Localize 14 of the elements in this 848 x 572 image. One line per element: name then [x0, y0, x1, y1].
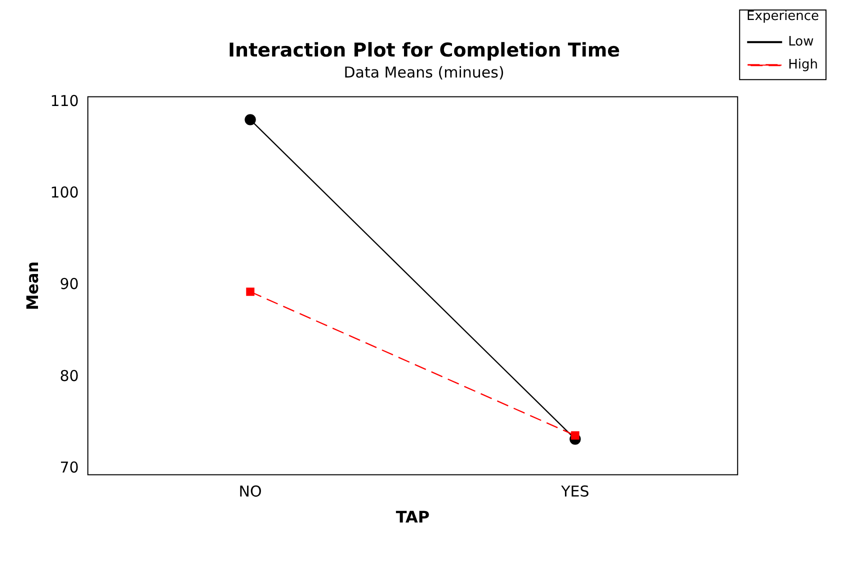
legend-label: High	[788, 57, 818, 72]
x-tick-label: YES	[560, 482, 590, 501]
x-tick-label: NO	[238, 482, 262, 501]
legend-title: Experience	[746, 8, 820, 24]
y-tick-label: 110	[50, 92, 79, 110]
chart-subtitle: Data Means (minues)	[344, 64, 504, 82]
y-tick-label: 90	[60, 275, 79, 294]
y-tick-label: 100	[50, 184, 79, 202]
y-tick-label: 80	[60, 366, 79, 385]
chart-title: Interaction Plot for Completion Time	[228, 39, 620, 62]
y-tick-label: 70	[60, 458, 79, 476]
x-axis-title: TAP	[396, 508, 430, 527]
legend-label: Low	[788, 34, 814, 50]
y-axis-title: Mean	[22, 261, 42, 310]
